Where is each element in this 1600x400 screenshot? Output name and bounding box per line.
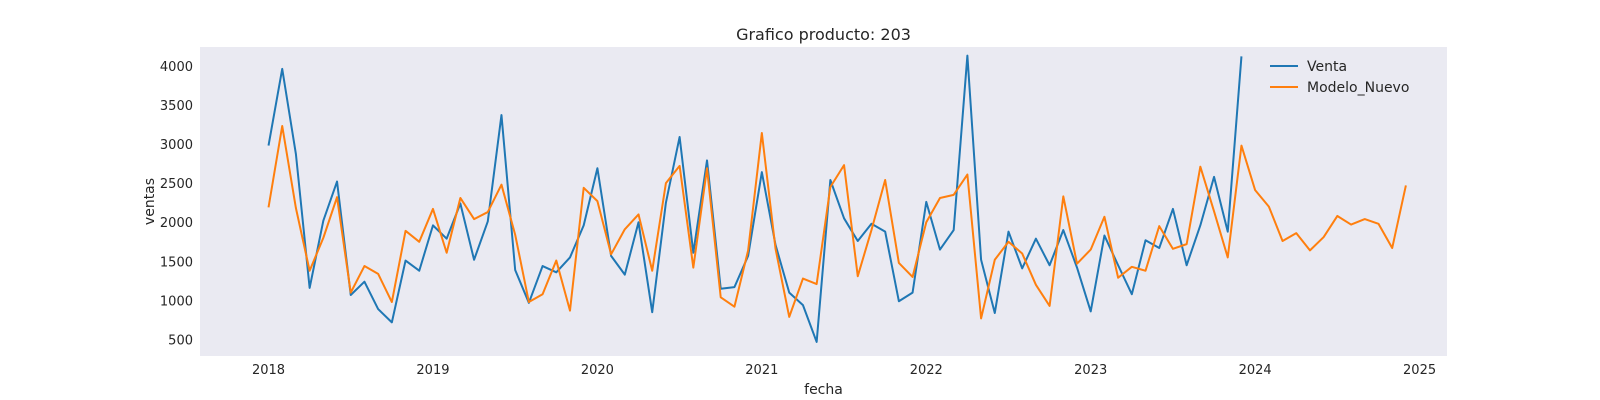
y-tick-label: 2000 (160, 216, 193, 231)
series-line-venta (267, 54, 1243, 343)
series-lines (267, 54, 1407, 343)
y-tick-label: 3500 (160, 99, 193, 114)
y-tick-label: 3000 (160, 138, 193, 153)
y-tick-label: 2500 (160, 177, 193, 192)
y-tick-label: 1500 (160, 255, 193, 270)
x-tick-label: 2019 (416, 363, 449, 378)
legend: Venta Modelo_Nuevo (1270, 59, 1409, 96)
y-tick-label: 500 (168, 334, 193, 349)
x-tick-label: 2018 (252, 363, 285, 378)
x-tick-label: 2021 (745, 363, 778, 378)
x-axis: 2018 2019 2020 2021 2022 2023 2024 2025 (252, 363, 1436, 378)
y-tick-label: 1000 (160, 294, 193, 309)
y-axis-title: ventas (142, 178, 158, 225)
series-line-modelo-nuevo (267, 125, 1407, 320)
x-tick-label: 2022 (910, 363, 943, 378)
chart-title: Grafico producto: 203 (736, 25, 911, 44)
x-tick-label: 2024 (1239, 363, 1272, 378)
legend-label: Venta (1307, 59, 1347, 75)
legend-label: Modelo_Nuevo (1307, 80, 1409, 96)
plot-area (200, 47, 1447, 356)
y-axis: 500 1000 1500 2000 2500 3000 3500 4000 (160, 60, 193, 349)
x-axis-title: fecha (804, 382, 843, 398)
x-tick-label: 2023 (1074, 363, 1107, 378)
y-tick-label: 4000 (160, 60, 193, 75)
x-tick-label: 2025 (1403, 363, 1436, 378)
x-tick-label: 2020 (581, 363, 614, 378)
